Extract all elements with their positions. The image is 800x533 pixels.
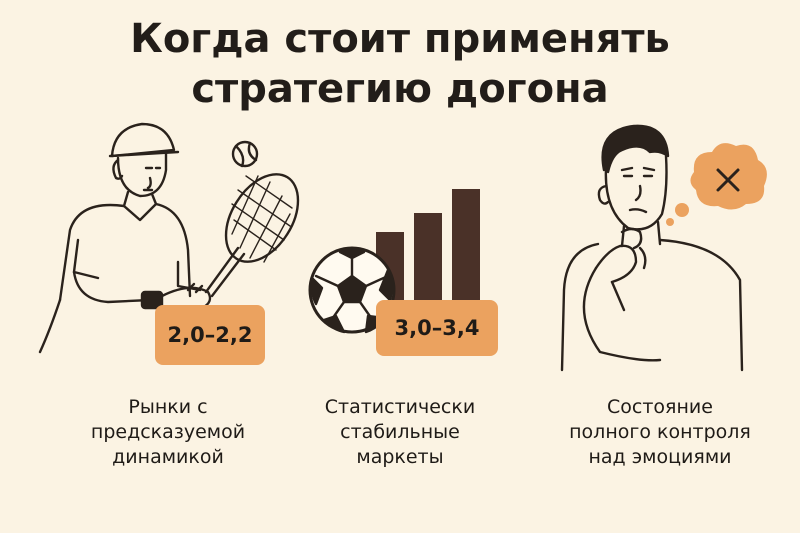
caption-2-line-3: маркеты xyxy=(356,446,444,468)
caption-2-line-2: стабильные xyxy=(340,421,460,443)
caption-3-line-2: полного контроля xyxy=(569,421,751,443)
caption-3-line-3: над эмоциями xyxy=(588,446,732,468)
caption-1-line-1: Рынки с xyxy=(128,396,208,418)
odds-badge-2: 3,0–3,4 xyxy=(376,300,498,356)
title-line-1: Когда стоит применять xyxy=(130,16,670,62)
tennis-player-icon xyxy=(38,122,300,354)
caption-2: Статистически стабильные маркеты xyxy=(290,395,510,470)
odds-badge-1: 2,0–2,2 xyxy=(155,305,265,365)
close-icon xyxy=(716,168,740,192)
caption-2-line-1: Статистически xyxy=(324,396,476,418)
caption-1-line-2: предсказуемой xyxy=(90,421,246,443)
caption-1: Рынки с предсказуемой динамикой xyxy=(48,395,288,470)
page-title: Когда стоит применять стратегию догона xyxy=(0,14,800,114)
title-line-2: стратегию догона xyxy=(191,66,609,112)
thinking-man-icon xyxy=(560,124,767,372)
caption-3: Состояние полного контроля над эмоциями xyxy=(540,395,780,470)
caption-1-line-3: динамикой xyxy=(112,446,224,468)
caption-3-line-1: Состояние xyxy=(607,396,713,418)
